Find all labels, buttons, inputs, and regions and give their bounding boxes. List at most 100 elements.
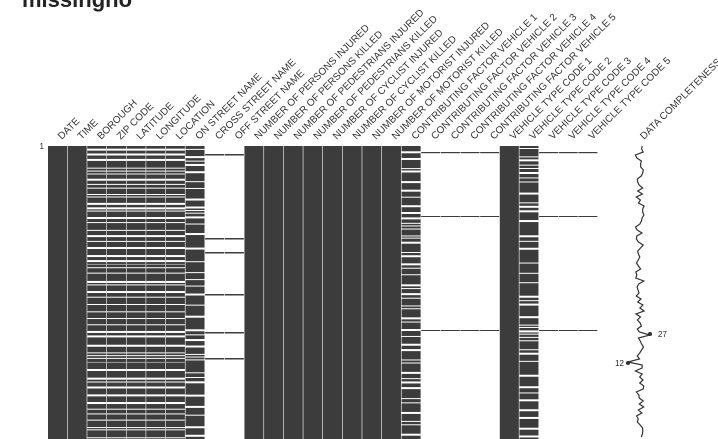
matrix-gap (401, 411, 421, 414)
matrix-gap (185, 434, 205, 437)
matrix-gap (106, 330, 126, 333)
matrix-gap (401, 343, 421, 346)
matrix-gap (87, 196, 107, 198)
matrix-gap (146, 229, 166, 231)
matrix-gap (146, 158, 166, 161)
matrix-gap (87, 202, 107, 205)
matrix-gap (126, 357, 146, 359)
matrix-gap (165, 296, 185, 298)
matrix-gap (126, 335, 146, 338)
matrix-gap (165, 210, 185, 212)
matrix-gap (146, 386, 166, 389)
matrix-gap (165, 187, 185, 189)
matrix-gap (185, 304, 205, 306)
matrix-gap (519, 416, 539, 419)
matrix-gap (146, 240, 166, 242)
matrix-gap (165, 386, 185, 389)
matrix-gap (126, 368, 146, 371)
matrix-gap (185, 163, 205, 166)
matrix-gap (165, 427, 185, 429)
matrix-gap (146, 222, 166, 224)
matrix-gap (558, 216, 578, 217)
matrix-gap (146, 361, 166, 363)
matrix-gap (519, 202, 539, 204)
matrix-gap (106, 386, 126, 389)
matrix-gap (401, 151, 421, 154)
column-label-1: TIME (76, 117, 101, 142)
matrix-gap (185, 405, 205, 408)
matrix-gap (539, 152, 559, 154)
matrix-gap (519, 164, 539, 166)
matrix-gap (224, 332, 244, 334)
matrix-gap (146, 296, 166, 298)
matrix-gap (519, 349, 539, 351)
matrix-gap (126, 394, 146, 397)
matrix-gap (519, 300, 539, 302)
matrix-gap (106, 272, 126, 274)
matrix-gap (185, 247, 205, 250)
matrix-gap (146, 368, 166, 371)
matrix-gap (106, 240, 126, 242)
matrix-gap (87, 330, 107, 333)
matrix-gap (185, 187, 205, 189)
matrix-gap (185, 156, 205, 159)
matrix-gap (165, 148, 185, 151)
matrix-gap (146, 267, 166, 269)
matrix-column-15 (342, 146, 362, 439)
sparkline-min-marker (626, 361, 630, 365)
matrix-gap (185, 198, 205, 201)
matrix-gap (146, 324, 166, 326)
matrix-gap (87, 361, 107, 363)
matrix-gap (106, 187, 126, 189)
matrix-gap (165, 153, 185, 156)
matrix-gap (165, 437, 185, 439)
matrix-gap (165, 280, 185, 283)
matrix-column-21 (460, 146, 480, 439)
matrix-gap (165, 173, 185, 175)
matrix-gap (165, 368, 185, 371)
matrix-column-11 (264, 146, 284, 439)
matrix-gap (106, 210, 126, 212)
matrix-gap (401, 420, 421, 422)
matrix-gap (165, 361, 185, 363)
matrix-gap (146, 247, 166, 250)
matrix-gap (87, 229, 107, 231)
matrix-gap (460, 216, 480, 217)
matrix-gap (146, 284, 166, 286)
matrix-gap (578, 216, 598, 217)
matrix-gap (146, 402, 166, 405)
matrix-gap (146, 187, 166, 189)
matrix-gap (87, 280, 107, 283)
matrix-gap (185, 285, 205, 287)
matrix-gap (185, 376, 205, 378)
matrix-gap (185, 381, 205, 384)
matrix-gap (126, 437, 146, 439)
matrix-gap (126, 429, 146, 431)
matrix-gap (165, 183, 185, 185)
matrix-gap (146, 427, 166, 429)
matrix-gap (87, 194, 107, 196)
matrix-gap (519, 399, 539, 402)
matrix-gap (126, 222, 146, 224)
matrix-gap (87, 437, 107, 439)
matrix-gap (519, 181, 539, 183)
matrix-gap (126, 247, 146, 250)
matrix-gap (165, 381, 185, 383)
matrix-gap (185, 372, 205, 374)
matrix-column-12 (283, 146, 303, 439)
matrix-gap (106, 303, 126, 305)
matrix-gap (165, 235, 185, 238)
matrix-gap (146, 352, 166, 354)
matrix-gap (106, 222, 126, 224)
matrix-gap (519, 392, 539, 394)
matrix-gap (165, 355, 185, 357)
matrix-gap (126, 210, 146, 212)
matrix-gap (87, 335, 107, 338)
matrix-gap (185, 160, 205, 162)
matrix-gap (126, 229, 146, 231)
matrix-gap (539, 216, 559, 217)
sparkline-min-label: 12 (615, 359, 624, 368)
matrix-gap (185, 315, 205, 318)
matrix-gap (126, 284, 146, 286)
matrix-gap (185, 148, 205, 150)
